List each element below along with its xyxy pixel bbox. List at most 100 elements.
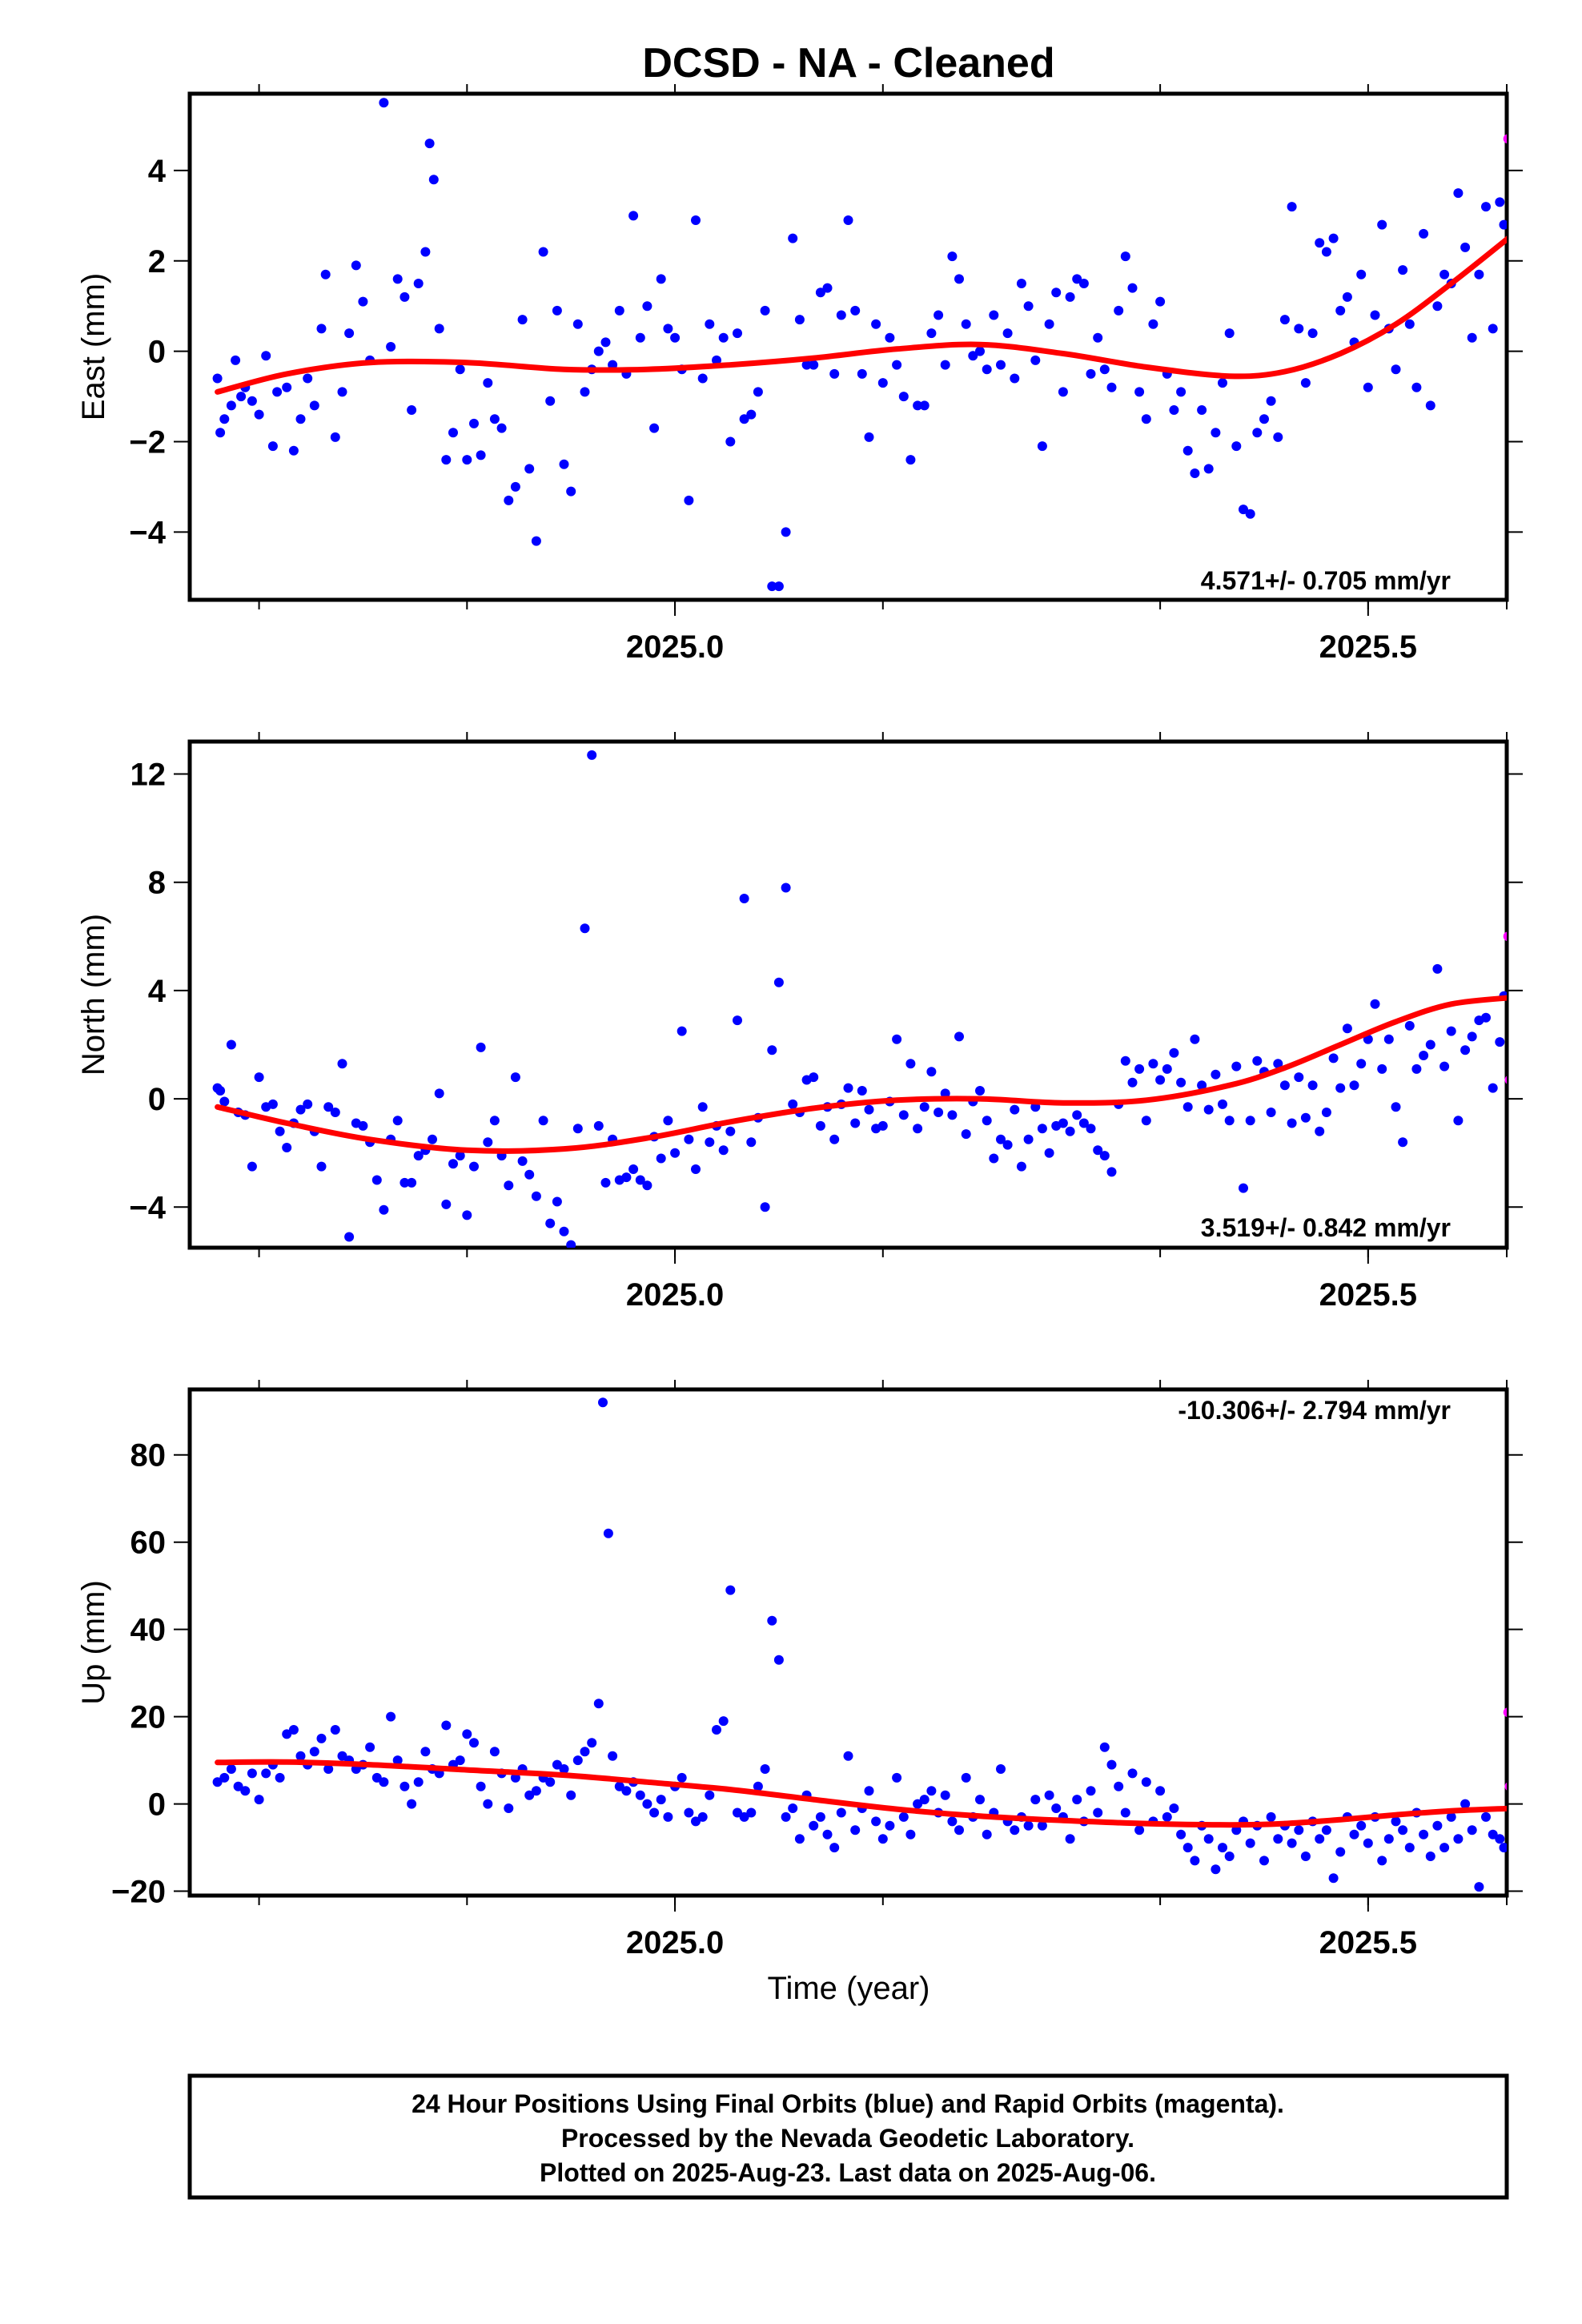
final-orbit-point <box>392 1755 403 1766</box>
final-orbit-point <box>614 1781 624 1791</box>
final-orbit-point <box>407 1799 417 1809</box>
east-rate-label: 4.571+/- 0.705 mm/yr <box>1201 566 1451 595</box>
final-orbit-point <box>947 1816 958 1827</box>
east-y-axis-label: East (mm) <box>76 273 111 420</box>
final-orbit-point <box>926 1067 937 1077</box>
final-orbit-point <box>531 1786 541 1796</box>
final-orbit-point <box>788 1803 798 1813</box>
final-orbit-point <box>476 1042 486 1052</box>
final-orbit-point <box>572 319 583 329</box>
final-orbit-point <box>282 382 292 392</box>
final-orbit-point <box>316 324 327 334</box>
final-orbit-point <box>219 1772 230 1783</box>
final-orbit-point <box>885 1820 895 1831</box>
final-orbit-point <box>552 1759 562 1770</box>
final-orbit-point <box>1432 963 1443 974</box>
final-orbit-point <box>392 274 403 284</box>
final-orbit-point <box>1239 1183 1248 1193</box>
final-orbit-point <box>1169 1803 1179 1813</box>
final-orbit-point <box>1197 405 1207 415</box>
final-orbit-point <box>1072 1795 1082 1805</box>
final-orbit-point <box>705 1790 715 1800</box>
footer-line-3: Plotted on 2025-Aug-23. Last data on 202… <box>540 2158 1156 2187</box>
final-orbit-point <box>989 1153 999 1164</box>
final-orbit-point <box>531 536 541 546</box>
final-orbit-point <box>400 1177 410 1188</box>
final-orbit-point <box>1203 1834 1214 1844</box>
final-orbit-point <box>226 400 236 411</box>
final-orbit-point <box>1044 1790 1054 1800</box>
final-orbit-point <box>1294 324 1304 334</box>
final-orbit-point <box>954 1825 964 1835</box>
final-orbit-point <box>1439 1061 1450 1072</box>
final-orbit-point <box>913 400 923 411</box>
final-orbit-point <box>975 1795 985 1805</box>
final-orbit-point <box>1099 364 1110 375</box>
final-orbit-point <box>1495 197 1505 207</box>
final-orbit-point <box>358 296 368 307</box>
final-orbit-point <box>566 1790 576 1800</box>
final-orbit-point <box>781 527 791 537</box>
final-orbit-point <box>767 1615 777 1626</box>
final-orbit-point <box>1419 1829 1429 1839</box>
final-orbit-point <box>1383 1034 1394 1044</box>
final-orbit-point <box>788 233 798 243</box>
final-orbit-point <box>424 139 435 149</box>
final-orbit-point <box>1120 1807 1130 1818</box>
final-orbit-point <box>1023 1134 1034 1144</box>
final-orbit-point <box>725 436 736 447</box>
final-orbit-point <box>934 1108 944 1117</box>
final-orbit-point <box>1495 1834 1505 1844</box>
final-orbit-point <box>455 364 465 375</box>
final-orbit-point <box>1141 1116 1151 1126</box>
final-orbit-point <box>1030 1795 1041 1805</box>
final-orbit-point <box>1307 1080 1318 1091</box>
final-orbit-point <box>836 310 846 320</box>
final-orbit-point <box>621 1172 632 1183</box>
final-orbit-point <box>1197 1080 1207 1091</box>
final-orbit-point <box>1432 1820 1443 1831</box>
final-orbit-point <box>1093 1145 1103 1156</box>
final-orbit-point <box>1231 1825 1242 1835</box>
final-orbit-point <box>1315 238 1325 248</box>
east-x-tick-label: 2025.5 <box>1319 629 1417 665</box>
north-y-axis-label: North (mm) <box>76 914 111 1076</box>
east-data <box>212 98 1507 592</box>
final-orbit-point <box>309 400 319 411</box>
final-orbit-point <box>316 1733 327 1743</box>
north-y-tick-label: −4 <box>129 1190 166 1225</box>
final-orbit-point <box>1093 332 1103 343</box>
up-data <box>212 1397 1507 1892</box>
final-orbit-point <box>469 1738 479 1748</box>
final-orbit-point <box>1377 219 1387 230</box>
final-orbit-point <box>725 1126 736 1136</box>
final-orbit-point <box>739 414 749 424</box>
final-orbit-point <box>1335 1083 1346 1093</box>
final-orbit-point <box>1224 328 1235 339</box>
final-orbit-point <box>1155 296 1166 307</box>
north-trend-curve <box>215 995 1507 1154</box>
north-y-tick-label: 12 <box>130 758 167 793</box>
final-orbit-point <box>905 1829 916 1839</box>
final-orbit-point <box>1182 1102 1193 1112</box>
final-orbit-point <box>1499 219 1507 230</box>
final-orbit-point <box>1148 1059 1158 1069</box>
up-rate-label: -10.306+/- 2.794 mm/yr <box>1178 1396 1451 1425</box>
final-orbit-point <box>718 1716 729 1727</box>
final-orbit-point <box>1231 441 1242 452</box>
final-orbit-point <box>267 441 278 452</box>
final-orbit-point <box>1287 202 1297 212</box>
final-orbit-point <box>261 351 271 361</box>
final-orbit-point <box>1182 445 1193 456</box>
final-orbit-point <box>913 1124 923 1134</box>
final-orbit-point <box>1114 1781 1124 1791</box>
final-orbit-point <box>1321 247 1331 257</box>
final-orbit-point <box>462 1729 472 1739</box>
final-orbit-point <box>1488 324 1498 334</box>
final-orbit-point <box>1245 1838 1255 1848</box>
final-orbit-point <box>1134 387 1145 397</box>
final-orbit-point <box>344 328 355 339</box>
final-orbit-point <box>598 1397 608 1408</box>
final-orbit-point <box>1294 1072 1304 1083</box>
